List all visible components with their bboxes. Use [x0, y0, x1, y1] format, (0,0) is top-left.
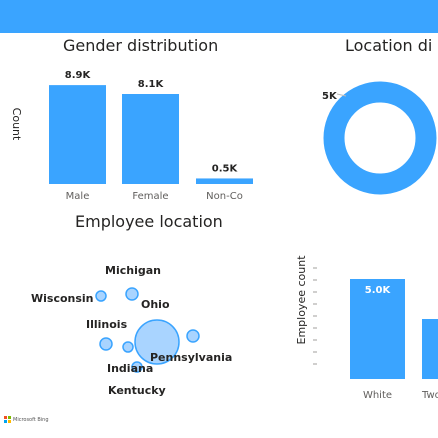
location-bubble[interactable] — [99, 337, 113, 351]
donut-ring — [323, 81, 437, 195]
gender-bar[interactable] — [122, 94, 179, 184]
location-label: Michigan — [105, 264, 161, 277]
location-label: Ohio — [141, 298, 170, 311]
gender-category-label: Female — [132, 191, 168, 202]
employee-count-bar[interactable] — [350, 279, 405, 379]
top-banner — [0, 0, 438, 33]
location-bubble[interactable] — [125, 287, 139, 301]
employee-count-data-label: 5.0K — [365, 285, 392, 296]
gender-data-label: 8.1K — [138, 79, 165, 90]
location-label: Pennsylvania — [150, 351, 232, 364]
gender-chart-title: Gender distribution — [63, 36, 219, 55]
location-donut-chart: 5K — [322, 81, 437, 195]
gender-category-label: Male — [66, 191, 90, 202]
employee-location-title: Employee location — [75, 212, 223, 231]
location-bubble[interactable] — [95, 290, 107, 302]
employee-location-map: Michigan Wisconsin Ohio Illinois IndianaPenn… — [31, 264, 232, 397]
employee-count-bar[interactable] — [422, 319, 438, 379]
gender-category-label: Non-Co — [206, 191, 243, 202]
gender-y-axis-label: Count — [10, 108, 23, 141]
location-label: Illinois — [86, 318, 128, 331]
gender-bar[interactable] — [196, 178, 253, 184]
gender-bar-chart: Count 8.9K Male 8.1K Female 0.5K Non-Co — [10, 70, 253, 202]
location-bubble[interactable] — [122, 341, 134, 353]
location-label: Wisconsin — [31, 292, 94, 305]
microsoft-logo-icon — [4, 416, 11, 423]
location-bubble[interactable] — [186, 329, 200, 343]
location-bubble[interactable] — [131, 361, 143, 373]
gender-data-label: 0.5K — [212, 163, 239, 174]
microsoft-bing-logo: Microsoft Bing — [4, 416, 49, 423]
location-donut-title: Location di — [345, 36, 433, 55]
employee-count-category-label: Two — [421, 390, 438, 401]
watermark-text: Microsoft Bing — [13, 416, 49, 423]
location-label: Kentucky — [108, 384, 166, 397]
gender-bar[interactable] — [49, 85, 106, 184]
location-bubble[interactable] — [134, 319, 180, 365]
employee-count-category-label: White — [363, 390, 392, 401]
location-label: Indiana — [107, 362, 153, 375]
donut-slice-label: 5K — [322, 91, 338, 102]
employee-count-bar-chart: Employee count 5.0K White Two — [295, 255, 438, 401]
donut-leader-line — [336, 93, 347, 97]
employee-count-y-axis-label: Employee count — [295, 255, 308, 345]
gender-data-label: 8.9K — [65, 70, 92, 81]
